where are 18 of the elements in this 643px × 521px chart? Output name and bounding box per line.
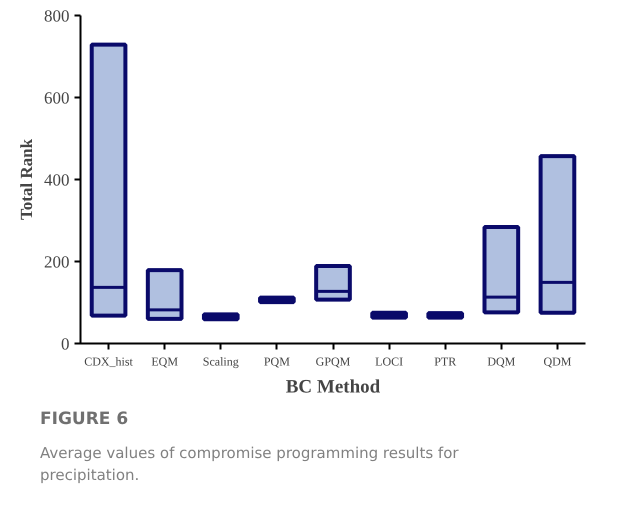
x-tick-label: QDM <box>543 354 572 368</box>
x-tick-label: GPQM <box>316 354 351 368</box>
x-tick-label: EQM <box>151 354 178 368</box>
x-tick-label: PTR <box>434 354 456 368</box>
x-tick-label: LOCI <box>375 354 404 368</box>
text: Average values of compromise programming results for precipitation. <box>40 443 460 486</box>
x-tick-label: PQM <box>264 354 290 368</box>
y-tick-label: 800 <box>44 6 70 26</box>
caption: FIGURE 6 <box>40 408 128 431</box>
y-tick-label: 600 <box>44 88 70 108</box>
y-axis-title: Total Rank <box>17 138 36 220</box>
x-tick-label: DQM <box>487 354 516 368</box>
x-axis-title: BC Method <box>286 376 381 398</box>
y-tick-label: 0 <box>61 334 70 354</box>
y-tick-label: 200 <box>44 252 70 272</box>
y-tick-label: 400 <box>44 170 70 190</box>
x-tick-label: Scaling <box>202 354 239 368</box>
x-tick-label: CDX_hist <box>84 354 134 368</box>
